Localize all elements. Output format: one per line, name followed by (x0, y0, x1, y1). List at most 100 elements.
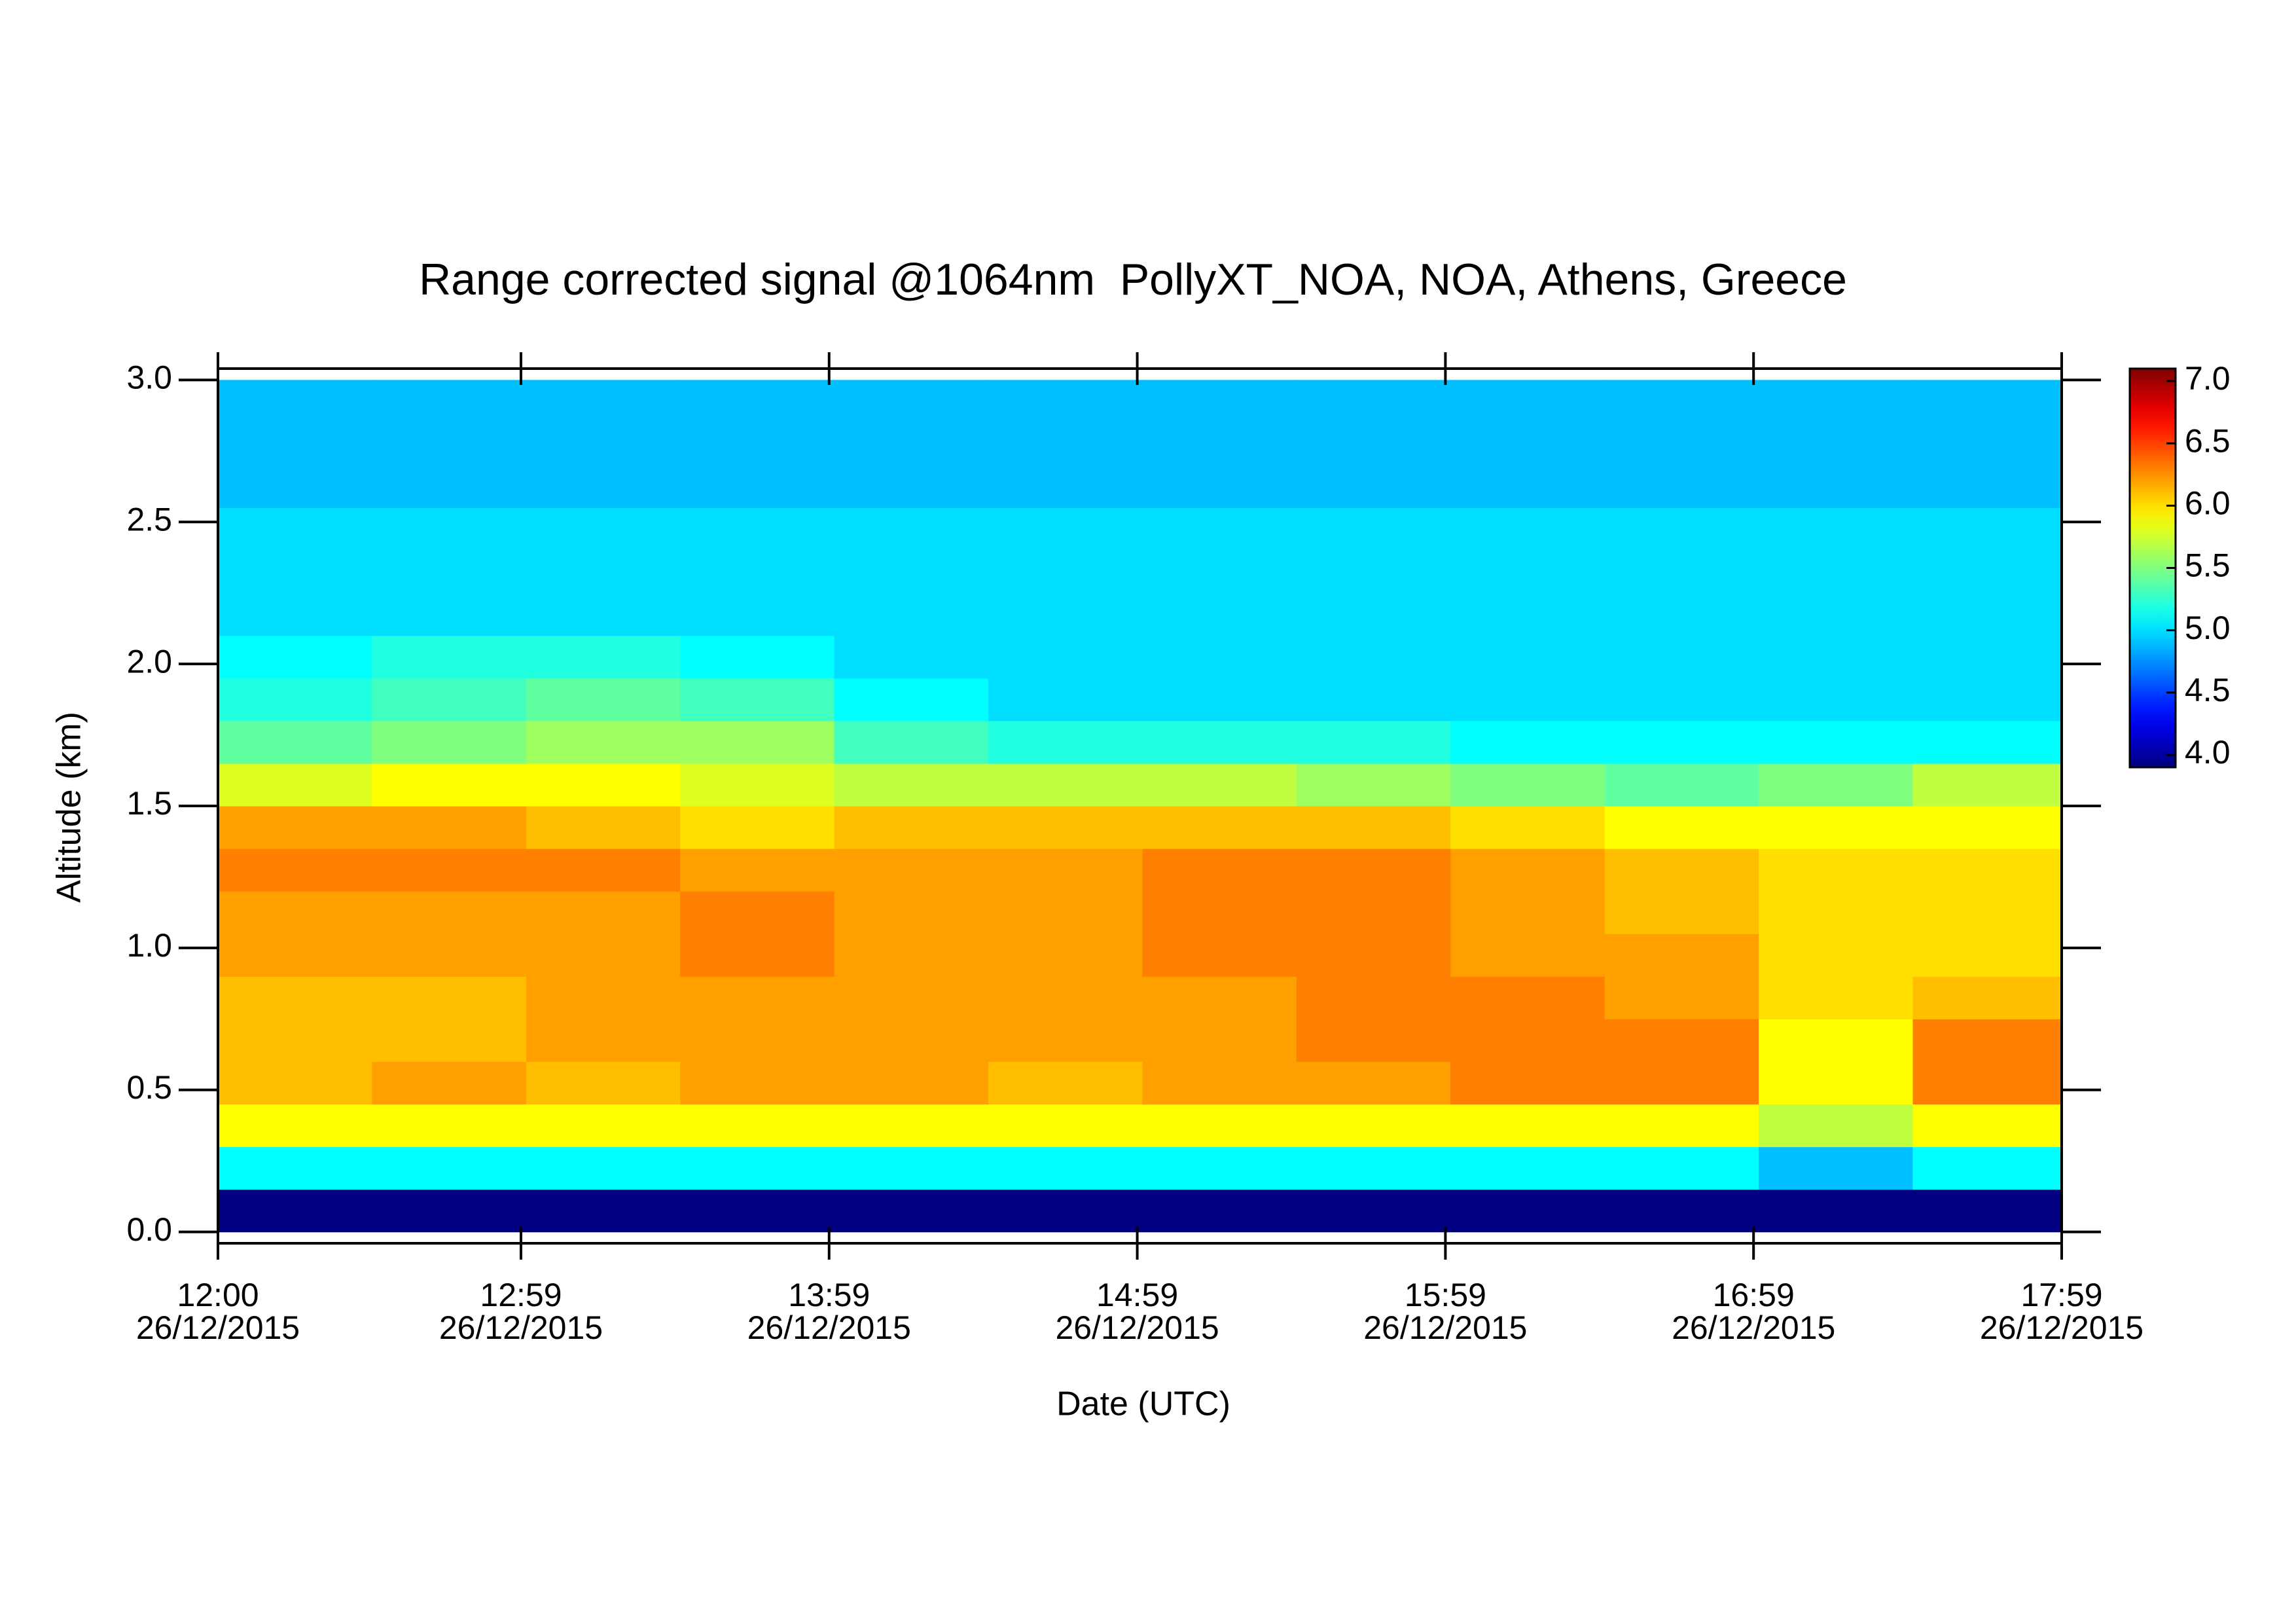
heatmap-cell (988, 976, 1143, 1019)
heatmap-cell (1759, 891, 1914, 934)
heatmap-cell (526, 1104, 681, 1148)
heatmap-cell (680, 1061, 835, 1105)
heatmap-cell (218, 422, 373, 466)
heatmap-cell (834, 848, 989, 892)
heatmap-cell (372, 934, 527, 977)
heatmap-cell (218, 1146, 373, 1190)
heatmap-cell (988, 720, 1143, 764)
heatmap-cell (1142, 635, 1297, 679)
heatmap-cell (1450, 593, 1605, 636)
x-tick-label: 26/12/2015 (747, 1309, 911, 1346)
heatmap-cell (1604, 1061, 1759, 1105)
y-tick-label: 2.0 (126, 643, 172, 680)
x-tick-label: 26/12/2015 (1363, 1309, 1527, 1346)
heatmap-cell (1296, 720, 1451, 764)
heatmap-cell (1604, 635, 1759, 679)
x-tick-label: 26/12/2015 (1055, 1309, 1219, 1346)
heatmap-cell (1912, 593, 2062, 636)
heatmap-cell (1296, 507, 1451, 551)
heatmap-cell (1912, 550, 2062, 594)
heatmap-cell (1759, 507, 1914, 551)
heatmap-cell (834, 593, 989, 636)
heatmap-cell (680, 1019, 835, 1062)
heatmap-cell (1604, 934, 1759, 977)
heatmap-cell (988, 422, 1143, 466)
heatmap-cell (1604, 1019, 1759, 1062)
x-tick-label: 16:59 (1713, 1277, 1795, 1313)
heatmap-cell (1450, 934, 1605, 977)
heatmap-cell (834, 806, 989, 849)
heatmap-cell (1142, 1061, 1297, 1105)
heatmap-cell (1450, 380, 1605, 424)
heatmap-cell (218, 465, 373, 509)
heatmap-cell (1912, 891, 2062, 934)
heatmap-cell (1142, 507, 1297, 551)
heatmap-cell (372, 720, 527, 764)
heatmap-cell (1142, 1104, 1297, 1148)
heatmap-cell (988, 507, 1143, 551)
heatmap-cell (1450, 422, 1605, 466)
heatmap-cell (1912, 1019, 2062, 1062)
heatmap-cell (834, 422, 989, 466)
heatmap-cell (526, 1019, 681, 1062)
heatmap-cell (680, 934, 835, 977)
heatmap-cell (372, 593, 527, 636)
heatmap-cell (680, 507, 835, 551)
colorbar-tick-label: 4.5 (2185, 672, 2231, 708)
heatmap-cell (218, 891, 373, 934)
heatmap-cell (988, 550, 1143, 594)
heatmap-cell (1912, 848, 2062, 892)
heatmap-cell (1450, 848, 1605, 892)
heatmap-cell (1604, 1189, 1759, 1233)
heatmap-cell (834, 678, 989, 721)
heatmap-cell (1142, 720, 1297, 764)
heatmap-cell (834, 507, 989, 551)
heatmap-cell (372, 848, 527, 892)
heatmap-cell (1296, 635, 1451, 679)
heatmap-cell (1450, 1061, 1605, 1105)
heatmap-cell (1450, 507, 1605, 551)
heatmap-cell (1912, 934, 2062, 977)
heatmap-cell (1604, 763, 1759, 807)
heatmap-cell (1759, 848, 1914, 892)
heatmap-cell (1759, 1061, 1914, 1105)
heatmap-cell (1296, 422, 1451, 466)
heatmap-cell (680, 635, 835, 679)
heatmap-cell (1759, 678, 1914, 721)
heatmap-cell (680, 465, 835, 509)
y-axis-label: Altitude (km) (50, 712, 88, 903)
heatmap-cell (1296, 976, 1451, 1019)
heatmap-cell (218, 1061, 373, 1105)
heatmap-cell (1912, 635, 2062, 679)
heatmap-cell (1142, 380, 1297, 424)
heatmap-cell (1142, 806, 1297, 849)
heatmap-cell (1142, 1189, 1297, 1233)
heatmap-cell (1759, 1104, 1914, 1148)
heatmap-cell (1142, 678, 1297, 721)
heatmap-cell (526, 806, 681, 849)
heatmap-cell (680, 422, 835, 466)
heatmap-cell (372, 380, 527, 424)
heatmap-cell (1912, 1104, 2062, 1148)
heatmap-cell (526, 1061, 681, 1105)
heatmap-cell (218, 720, 373, 764)
heatmap-cell (372, 976, 527, 1019)
heatmap-cell (834, 763, 989, 807)
heatmap-cell (680, 1146, 835, 1190)
heatmap-cell (218, 1189, 373, 1233)
heatmap-cell (1604, 380, 1759, 424)
heatmap-cell (218, 976, 373, 1019)
heatmap-cell (680, 763, 835, 807)
heatmap-cell (526, 678, 681, 721)
heatmap-cell (1296, 1061, 1451, 1105)
heatmap-cell (988, 1104, 1143, 1148)
heatmap-cell (988, 1061, 1143, 1105)
heatmap-cell (1142, 934, 1297, 977)
heatmap-cell (834, 934, 989, 977)
heatmap-cell (680, 848, 835, 892)
heatmap-cell (1296, 1019, 1451, 1062)
heatmap-cell (988, 465, 1143, 509)
heatmap-cell (1912, 1061, 2062, 1105)
heatmap-cell (372, 891, 527, 934)
